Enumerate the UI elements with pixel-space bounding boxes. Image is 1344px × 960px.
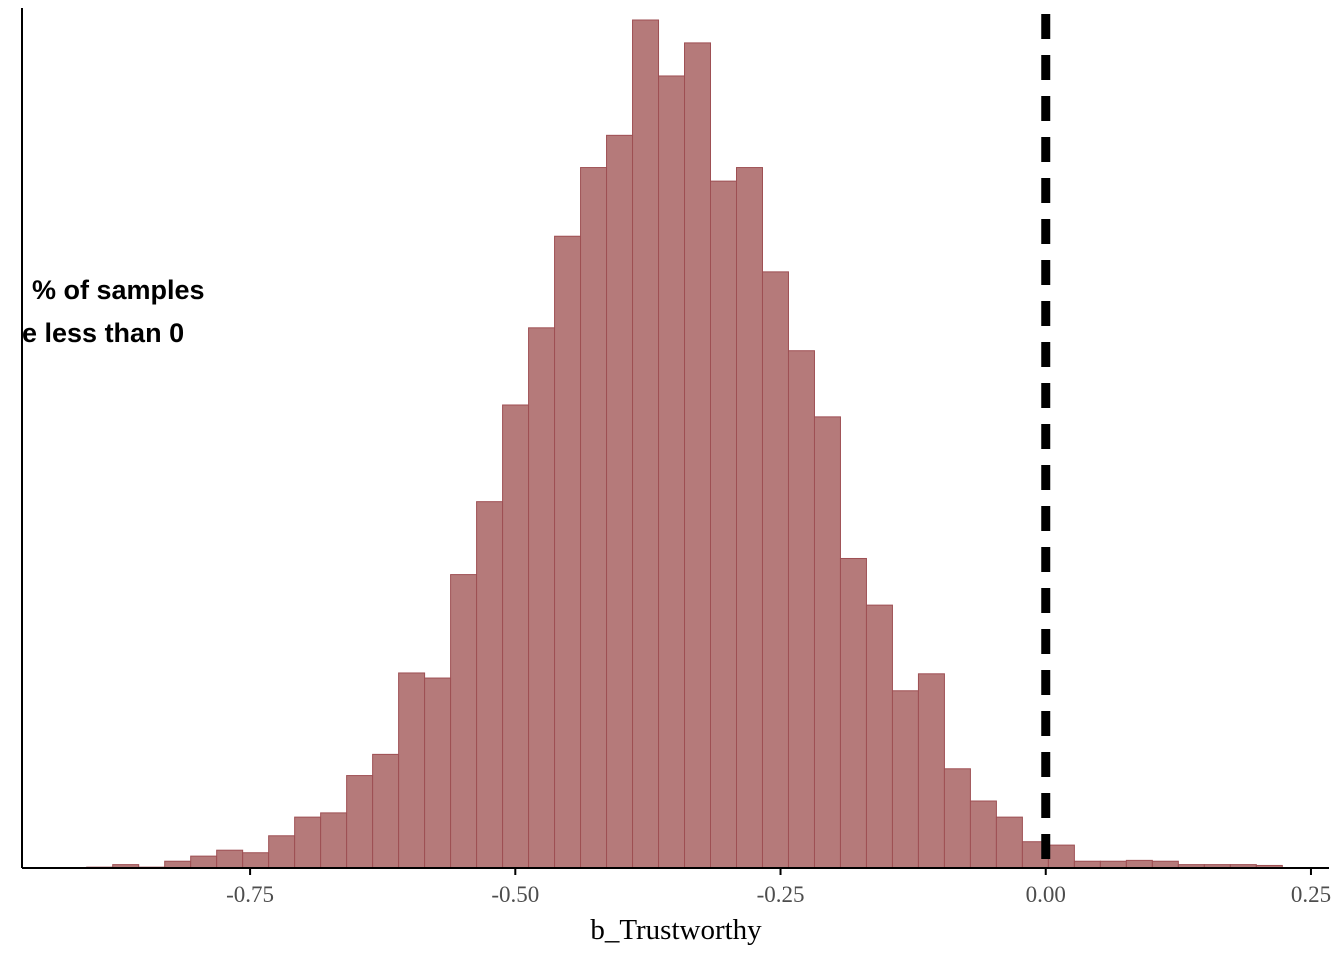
x-tick-label-2: -0.25 — [757, 882, 805, 907]
histogram-bar-30 — [865, 604, 893, 869]
histogram-bar-38 — [1073, 860, 1101, 869]
x-axis-ticks: -0.75 -0.50 -0.25 0.00 0.25 — [226, 868, 1331, 907]
histogram-bar-18 — [554, 235, 582, 869]
histogram-bar-24 — [710, 180, 738, 869]
histogram-bar-10 — [346, 775, 374, 869]
histogram-bar-7 — [268, 835, 296, 869]
histogram-bar-21 — [632, 19, 660, 869]
histogram-bar-5 — [216, 849, 244, 869]
histogram-bar-16 — [502, 404, 530, 869]
histogram-bar-35 — [995, 816, 1023, 869]
histogram-bar-31 — [891, 690, 919, 869]
histogram-bar-19 — [580, 167, 608, 869]
histogram-bar-34 — [969, 800, 997, 869]
histogram-bar-6 — [242, 852, 270, 869]
histogram-bar-29 — [839, 557, 867, 869]
x-tick-label-4: 0.25 — [1291, 882, 1331, 907]
histogram-bar-33 — [943, 768, 971, 869]
histogram-bar-37 — [1047, 844, 1075, 869]
histogram-bar-28 — [813, 416, 841, 869]
histogram-bar-12 — [398, 672, 426, 869]
histogram-bar-9 — [320, 812, 348, 869]
histogram-bar-8 — [294, 816, 322, 869]
histogram-bar-14 — [450, 574, 478, 869]
histogram-bars — [86, 19, 1283, 869]
histogram-bar-40 — [1125, 859, 1153, 869]
histogram-bar-26 — [761, 271, 789, 869]
x-tick-label-3: 0.00 — [1026, 882, 1066, 907]
histogram-bar-27 — [787, 350, 815, 869]
histogram-bar-39 — [1099, 860, 1127, 869]
histogram-bar-41 — [1151, 860, 1179, 869]
histogram-bar-32 — [917, 673, 945, 869]
histogram-bar-23 — [684, 42, 712, 869]
histogram-bar-25 — [736, 167, 763, 869]
histogram-bar-13 — [424, 677, 452, 869]
histogram-bar-11 — [372, 753, 400, 869]
annotation-line-1: % of samples — [32, 275, 205, 305]
x-tick-label-0: -0.75 — [226, 882, 274, 907]
x-axis-title: b_Trustworthy — [590, 914, 762, 946]
histogram-bar-15 — [476, 501, 504, 869]
annotation-line-2: e less than 0 — [22, 318, 184, 348]
histogram-bar-4 — [190, 855, 218, 869]
histogram-bar-20 — [606, 134, 634, 869]
histogram-bar-17 — [528, 327, 556, 869]
histogram-bar-3 — [164, 860, 192, 869]
histogram-bar-22 — [658, 75, 686, 869]
x-tick-label-1: -0.50 — [491, 882, 539, 907]
